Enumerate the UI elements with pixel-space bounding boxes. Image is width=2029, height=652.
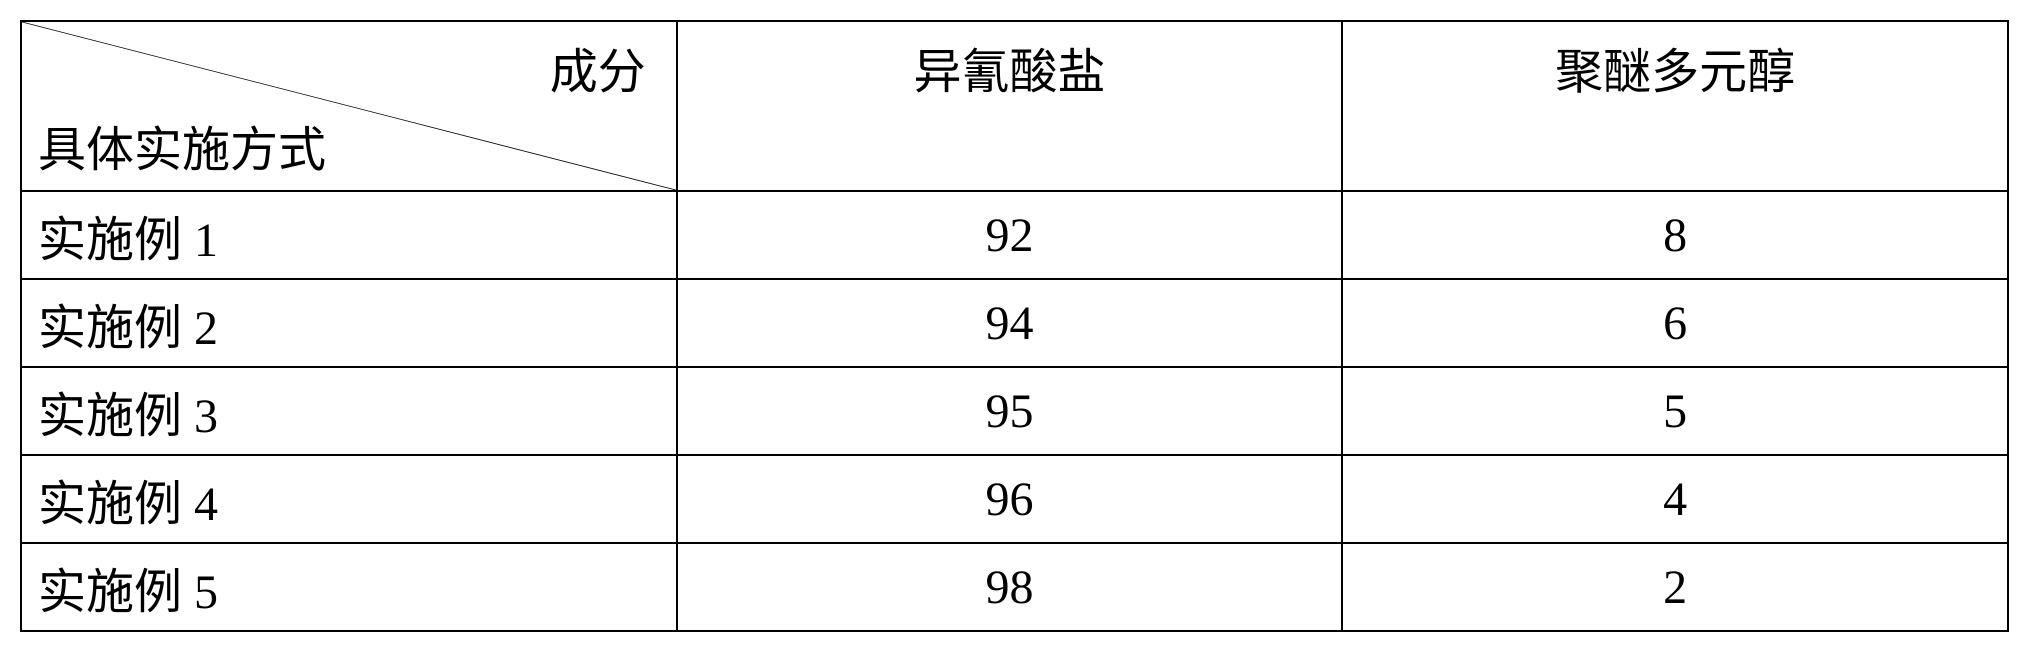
- column-header-1: 异氰酸盐: [677, 21, 1343, 191]
- column-header-2: 聚醚多元醇: [1342, 21, 2008, 191]
- data-table: 成分 具体实施方式 异氰酸盐 聚醚多元醇 实施例 1 92 8 实施例 2 94…: [20, 20, 2009, 632]
- row-label: 实施例 1: [21, 191, 677, 279]
- cell-value: 92: [677, 191, 1343, 279]
- cell-value: 4: [1342, 455, 2008, 543]
- table-container: 成分 具体实施方式 异氰酸盐 聚醚多元醇 实施例 1 92 8 实施例 2 94…: [20, 20, 2009, 632]
- cell-value: 94: [677, 279, 1343, 367]
- table-row: 实施例 5 98 2: [21, 543, 2008, 631]
- cell-value: 95: [677, 367, 1343, 455]
- cell-value: 2: [1342, 543, 2008, 631]
- header-bottom-label: 具体实施方式: [38, 110, 326, 180]
- table-row: 实施例 1 92 8: [21, 191, 2008, 279]
- table-header-row: 成分 具体实施方式 异氰酸盐 聚醚多元醇: [21, 21, 2008, 191]
- row-label: 实施例 4: [21, 455, 677, 543]
- cell-value: 6: [1342, 279, 2008, 367]
- row-label: 实施例 3: [21, 367, 677, 455]
- table-row: 实施例 4 96 4: [21, 455, 2008, 543]
- cell-value: 5: [1342, 367, 2008, 455]
- diagonal-header-cell: 成分 具体实施方式: [21, 21, 677, 191]
- cell-value: 98: [677, 543, 1343, 631]
- header-top-label: 成分: [550, 32, 646, 102]
- table-row: 实施例 3 95 5: [21, 367, 2008, 455]
- cell-value: 96: [677, 455, 1343, 543]
- row-label: 实施例 5: [21, 543, 677, 631]
- table-row: 实施例 2 94 6: [21, 279, 2008, 367]
- cell-value: 8: [1342, 191, 2008, 279]
- row-label: 实施例 2: [21, 279, 677, 367]
